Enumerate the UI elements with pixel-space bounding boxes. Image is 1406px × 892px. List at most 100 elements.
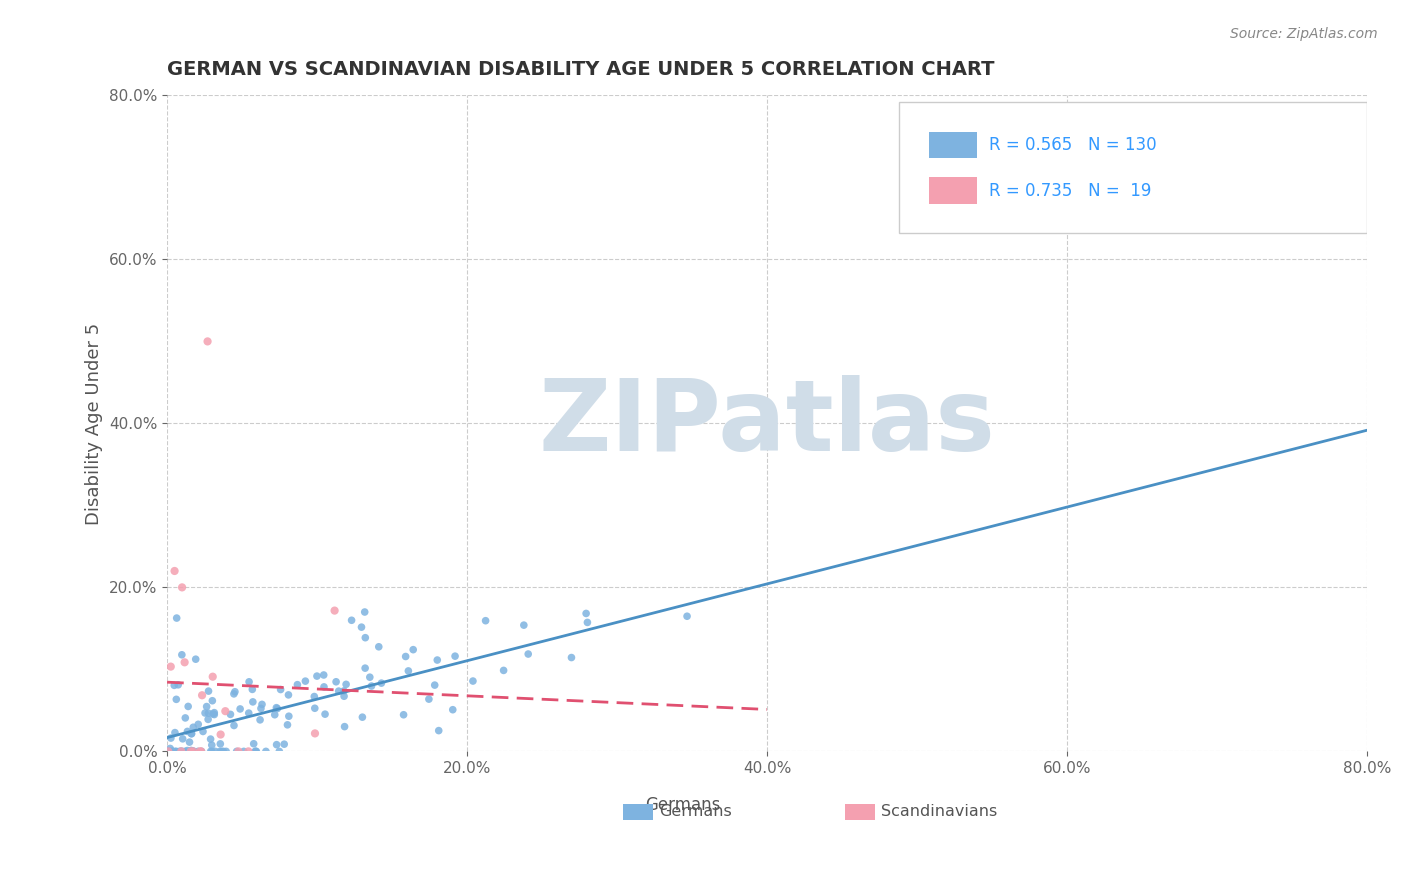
Point bbox=[180, 726, 202, 740]
Point bbox=[180, 727, 202, 741]
Point bbox=[305, 669, 328, 683]
Point bbox=[444, 649, 467, 664]
Point bbox=[169, 744, 191, 758]
Point bbox=[181, 720, 204, 734]
Text: GERMAN VS SCANDINAVIAN DISABILITY AGE UNDER 5 CORRELATION CHART: GERMAN VS SCANDINAVIAN DISABILITY AGE UN… bbox=[167, 60, 994, 78]
Point bbox=[159, 744, 181, 758]
Point bbox=[402, 642, 425, 657]
Point bbox=[197, 334, 219, 349]
Point bbox=[250, 701, 273, 715]
Point bbox=[156, 744, 179, 758]
Point bbox=[335, 677, 357, 691]
Point bbox=[201, 670, 224, 684]
Point bbox=[172, 731, 194, 746]
Point bbox=[353, 605, 375, 619]
Point bbox=[209, 737, 232, 751]
Point bbox=[176, 743, 198, 757]
Point bbox=[560, 650, 582, 665]
Point bbox=[202, 707, 225, 722]
Point bbox=[194, 706, 217, 720]
Point bbox=[200, 732, 222, 747]
Point bbox=[575, 607, 598, 621]
Point bbox=[163, 725, 186, 739]
Point bbox=[165, 744, 187, 758]
Point bbox=[212, 744, 235, 758]
Point bbox=[167, 678, 190, 692]
Point bbox=[333, 690, 356, 704]
Point bbox=[191, 724, 214, 739]
Point bbox=[323, 604, 346, 618]
Point bbox=[426, 653, 449, 667]
Point bbox=[159, 741, 181, 756]
Point bbox=[441, 703, 464, 717]
Point bbox=[325, 674, 347, 689]
Point bbox=[328, 684, 350, 698]
FancyBboxPatch shape bbox=[623, 804, 652, 821]
Point bbox=[180, 743, 202, 757]
Point bbox=[170, 648, 193, 662]
Point bbox=[184, 652, 207, 666]
Point bbox=[180, 744, 202, 758]
Point bbox=[187, 717, 209, 731]
Point bbox=[263, 707, 285, 722]
Point bbox=[474, 614, 496, 628]
Point bbox=[209, 727, 232, 741]
Point bbox=[676, 609, 699, 624]
Text: Scandinavians: Scandinavians bbox=[882, 805, 997, 819]
Point bbox=[517, 647, 540, 661]
Point bbox=[180, 744, 202, 758]
Point bbox=[461, 674, 484, 689]
Point bbox=[312, 680, 335, 694]
Point bbox=[201, 706, 224, 721]
Point bbox=[360, 679, 382, 693]
Point bbox=[187, 744, 209, 758]
Point bbox=[197, 684, 219, 698]
Text: ZIPatlas: ZIPatlas bbox=[538, 375, 995, 472]
Point bbox=[165, 744, 187, 758]
Point bbox=[418, 692, 440, 706]
Point bbox=[304, 726, 326, 740]
Point bbox=[276, 718, 298, 732]
Point bbox=[238, 706, 260, 720]
FancyBboxPatch shape bbox=[845, 804, 875, 821]
Point bbox=[215, 744, 238, 758]
Point bbox=[214, 704, 236, 718]
Point bbox=[162, 744, 184, 758]
Point bbox=[354, 631, 377, 645]
Point bbox=[201, 744, 224, 758]
Point bbox=[208, 744, 231, 758]
Point bbox=[224, 685, 246, 699]
Point bbox=[354, 661, 377, 675]
Point bbox=[492, 664, 515, 678]
Point bbox=[304, 701, 326, 715]
Point bbox=[249, 713, 271, 727]
Point bbox=[222, 687, 245, 701]
Point bbox=[242, 737, 264, 751]
Point bbox=[166, 611, 188, 625]
Point bbox=[163, 678, 186, 692]
Point bbox=[350, 620, 373, 634]
Point bbox=[250, 698, 273, 712]
Point bbox=[370, 676, 392, 690]
Point bbox=[201, 694, 224, 708]
Point bbox=[197, 712, 219, 726]
Point bbox=[367, 640, 389, 654]
Point bbox=[352, 710, 374, 724]
Text: Source: ZipAtlas.com: Source: ZipAtlas.com bbox=[1230, 27, 1378, 41]
Point bbox=[183, 744, 205, 758]
Point bbox=[156, 744, 179, 758]
Point bbox=[229, 702, 252, 716]
Point bbox=[245, 744, 267, 758]
Point bbox=[204, 744, 226, 758]
Point bbox=[225, 744, 247, 758]
Point bbox=[188, 744, 211, 758]
Point bbox=[312, 668, 335, 682]
Point bbox=[423, 678, 446, 692]
Point bbox=[174, 744, 197, 758]
Point bbox=[270, 682, 292, 697]
Point bbox=[359, 670, 381, 684]
Text: R = 0.565   N = 130: R = 0.565 N = 130 bbox=[988, 136, 1157, 153]
Point bbox=[245, 744, 267, 758]
Point bbox=[165, 692, 187, 706]
FancyBboxPatch shape bbox=[929, 131, 977, 158]
